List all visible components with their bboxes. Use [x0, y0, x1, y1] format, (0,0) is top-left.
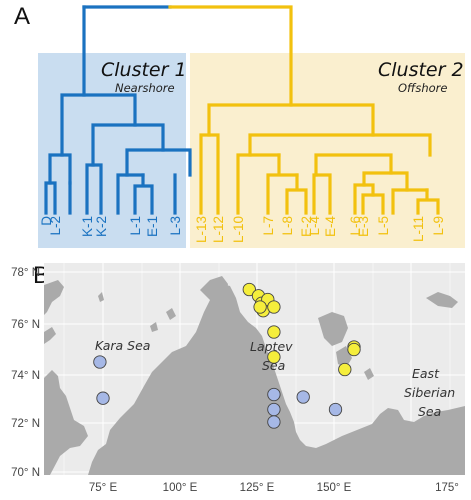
- cluster2-leaf-label: E-4: [323, 216, 338, 238]
- cluster2-leaf-label: L-7: [261, 216, 276, 236]
- cluster2-leaf-label: E-2: [299, 216, 314, 237]
- sea-label-east-siberian: Sea: [418, 404, 441, 419]
- cluster1-branches: [44, 5, 192, 215]
- cluster1-leaf-label: E-1: [145, 216, 160, 237]
- nearshore-station-point: [267, 387, 281, 402]
- panel-a-dendrogram: A Cluster 1 Nearshore Cluster 2 Offshore: [14, 3, 465, 248]
- cluster2-leaf-label: L-10: [231, 216, 246, 243]
- lat-label: 78° N: [11, 267, 40, 279]
- islet-4: [364, 368, 374, 380]
- offshore-station-point: [338, 362, 352, 377]
- panel-a-letter: A: [14, 3, 30, 30]
- sea-label-laptev: Laptev: [250, 339, 293, 354]
- root-right-branch: [168, 5, 293, 107]
- cluster1-leaf-label: K-2: [94, 216, 109, 237]
- lon-label: 150° E: [317, 482, 352, 494]
- islet-3: [98, 292, 104, 302]
- lat-label: 74° N: [11, 370, 40, 382]
- nearshore-station-point: [267, 402, 281, 417]
- islet-2: [150, 322, 158, 332]
- offshore-station-point: [347, 342, 361, 357]
- gydan-taymyr-mainland: [88, 284, 465, 475]
- sea-label-east-siberian: Siberian: [404, 385, 455, 400]
- nearshore-station-point: [328, 402, 343, 417]
- severnaya-zemlya: [200, 276, 228, 304]
- novaya-zemlya: [44, 280, 64, 315]
- wrangel-island: [426, 292, 458, 308]
- longitude-labels: 75° E 100° E 125° E 150° E 175°: [89, 482, 459, 494]
- sea-label-east-siberian: East: [412, 366, 440, 381]
- cluster1-title: Cluster 1: [101, 59, 187, 81]
- lon-label: 125° E: [240, 482, 275, 494]
- nearshore-station-point: [296, 390, 310, 404]
- cluster2-leaf-label: L-11: [411, 216, 426, 242]
- offshore-station-point: [242, 282, 256, 297]
- lon-label: 75° E: [89, 482, 118, 494]
- lat-label: 76° N: [11, 319, 40, 331]
- offshore-station-point: [253, 300, 267, 314]
- cluster1-leaf-label: K-1: [80, 216, 95, 237]
- cluster1-leaf-label: L-1: [128, 216, 143, 236]
- cluster1-leaf-label: L-2: [48, 216, 63, 236]
- islet-1: [166, 308, 176, 320]
- cluster1-leaf-label: D: [39, 216, 54, 226]
- cluster2-leaf-label: L-9: [431, 216, 446, 236]
- lat-label: 70° N: [11, 467, 40, 479]
- latitude-labels: 78° N 76° N 74° N 72° N 70° N: [11, 267, 40, 479]
- cluster2-leaf-label: L-12: [211, 216, 226, 243]
- lon-label: 100° E: [163, 482, 198, 494]
- cluster2-branches: [168, 5, 440, 215]
- nearshore-station-point: [93, 355, 107, 369]
- station-points: [93, 282, 361, 429]
- cluster2-leaf-label: L-6: [348, 216, 363, 236]
- cluster2-title: Cluster 2: [378, 59, 464, 81]
- cluster2-leaf-label: L-13: [194, 216, 209, 243]
- sea-label-laptev: Sea: [262, 358, 285, 373]
- cluster2-leaf-label: L-4: [307, 216, 322, 236]
- new-siberian-islands: [318, 312, 348, 346]
- cluster2-subtitle: Offshore: [398, 81, 447, 95]
- lon-label: 175°: [435, 482, 459, 494]
- sea-label-kara: Kara Sea: [95, 338, 150, 353]
- offshore-station-point: [267, 325, 281, 339]
- cluster2-leaf-label: L-5: [376, 216, 391, 236]
- lat-label: 72° N: [11, 418, 40, 430]
- cluster1-leaf-label: L-3: [168, 216, 183, 236]
- nearshore-station-point: [96, 391, 110, 405]
- leaf-labels: DL-2 K-1 K-2 L-1 E-1 L-3 L-13 L-12 L-10 L-7 L-8 E-2…: [39, 216, 446, 244]
- nearshore-station-point: [267, 415, 281, 429]
- cluster2-leaf-label: L-8: [280, 216, 295, 236]
- offshore-station-point: [267, 300, 281, 314]
- cluster2-leaf-label: E-3: [356, 216, 371, 237]
- panel-b-map: B 78° N 76° N 74° N 72° N: [11, 262, 465, 494]
- cluster2-background: [190, 53, 465, 248]
- yamal-peninsula: [44, 370, 88, 475]
- novaya-zemlya-south: [44, 327, 56, 344]
- land-masses: [44, 276, 465, 475]
- offshore-station-point: [267, 350, 281, 364]
- cluster1-subtitle: Nearshore: [115, 81, 175, 95]
